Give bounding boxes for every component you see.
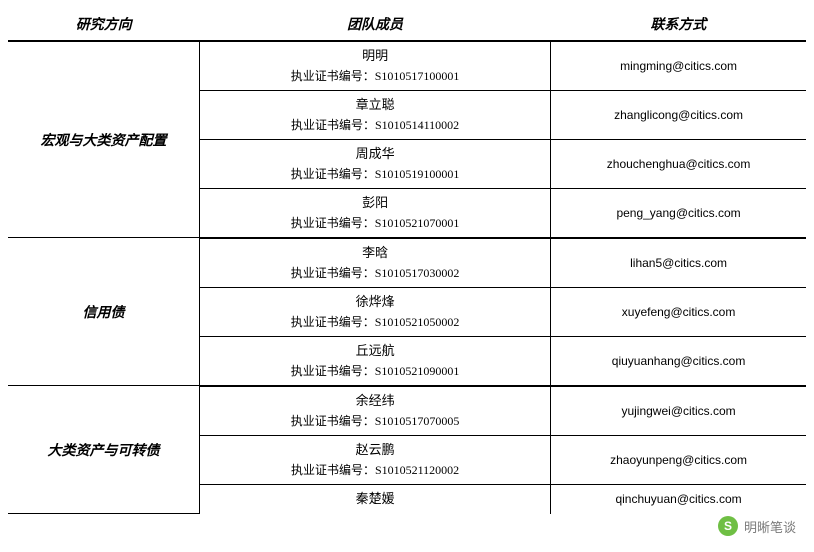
member-name: 徐烨烽 (204, 292, 546, 313)
member-cert: 执业证书编号：S1010514110002 (204, 116, 546, 135)
direction-cell: 宏观与大类资产配置 (8, 41, 200, 238)
contact-cell: zhaoyunpeng@citics.com (551, 435, 806, 484)
member-cell: 周成华执业证书编号：S1010519100001 (200, 139, 551, 188)
member-name: 秦楚媛 (204, 489, 546, 510)
member-cert: 执业证书编号：S1010521050002 (204, 313, 546, 332)
member-name: 赵云鹏 (204, 440, 546, 461)
team-table: 研究方向 团队成员 联系方式 宏观与大类资产配置明明执业证书编号：S101051… (8, 8, 806, 514)
member-cell: 李晗执业证书编号：S1010517030002 (200, 238, 551, 287)
member-name: 章立聪 (204, 95, 546, 116)
member-name: 李晗 (204, 243, 546, 264)
contact-cell: zhouchenghua@citics.com (551, 139, 806, 188)
member-cert: 执业证书编号：S1010521090001 (204, 362, 546, 381)
contact-cell: lihan5@citics.com (551, 238, 806, 287)
header-contact: 联系方式 (551, 8, 806, 41)
member-name: 明明 (204, 46, 546, 67)
member-name: 余经纬 (204, 391, 546, 412)
member-cert: 执业证书编号：S1010519100001 (204, 165, 546, 184)
member-cell: 章立聪执业证书编号：S1010514110002 (200, 90, 551, 139)
member-cert: 执业证书编号：S1010521120002 (204, 461, 546, 480)
contact-cell: qinchuyuan@citics.com (551, 484, 806, 513)
member-cert: 执业证书编号：S1010521070001 (204, 214, 546, 233)
member-cell: 赵云鹏执业证书编号：S1010521120002 (200, 435, 551, 484)
member-name: 丘远航 (204, 341, 546, 362)
table-body: 宏观与大类资产配置明明执业证书编号：S1010517100001mingming… (8, 41, 806, 514)
table-row: 信用债李晗执业证书编号：S1010517030002lihan5@citics.… (8, 238, 806, 287)
member-cell: 明明执业证书编号：S1010517100001 (200, 41, 551, 90)
header-row: 研究方向 团队成员 联系方式 (8, 8, 806, 41)
contact-cell: peng_yang@citics.com (551, 188, 806, 237)
contact-cell: zhanglicong@citics.com (551, 90, 806, 139)
direction-cell: 信用债 (8, 238, 200, 386)
table-row: 宏观与大类资产配置明明执业证书编号：S1010517100001mingming… (8, 41, 806, 90)
contact-cell: mingming@citics.com (551, 41, 806, 90)
member-cell: 彭阳执业证书编号：S1010521070001 (200, 188, 551, 237)
contact-cell: yujingwei@citics.com (551, 386, 806, 435)
member-cert: 执业证书编号：S1010517070005 (204, 412, 546, 431)
member-cell: 丘远航执业证书编号：S1010521090001 (200, 336, 551, 385)
member-cell: 秦楚媛 (200, 484, 551, 513)
header-direction: 研究方向 (8, 8, 200, 41)
header-member: 团队成员 (200, 8, 551, 41)
member-name: 周成华 (204, 144, 546, 165)
member-cell: 余经纬执业证书编号：S1010517070005 (200, 386, 551, 435)
wechat-icon: S (718, 516, 738, 536)
member-name: 彭阳 (204, 193, 546, 214)
contact-cell: qiuyuanhang@citics.com (551, 336, 806, 385)
footer: S 明晰笔谈 (8, 514, 806, 538)
direction-cell: 大类资产与可转债 (8, 386, 200, 514)
source-text: 明晰笔谈 (744, 517, 796, 536)
source-badge: S 明晰笔谈 (718, 516, 796, 536)
member-cell: 徐烨烽执业证书编号：S1010521050002 (200, 287, 551, 336)
table-row: 大类资产与可转债余经纬执业证书编号：S1010517070005yujingwe… (8, 386, 806, 435)
contact-cell: xuyefeng@citics.com (551, 287, 806, 336)
member-cert: 执业证书编号：S1010517100001 (204, 67, 546, 86)
member-cert: 执业证书编号：S1010517030002 (204, 264, 546, 283)
